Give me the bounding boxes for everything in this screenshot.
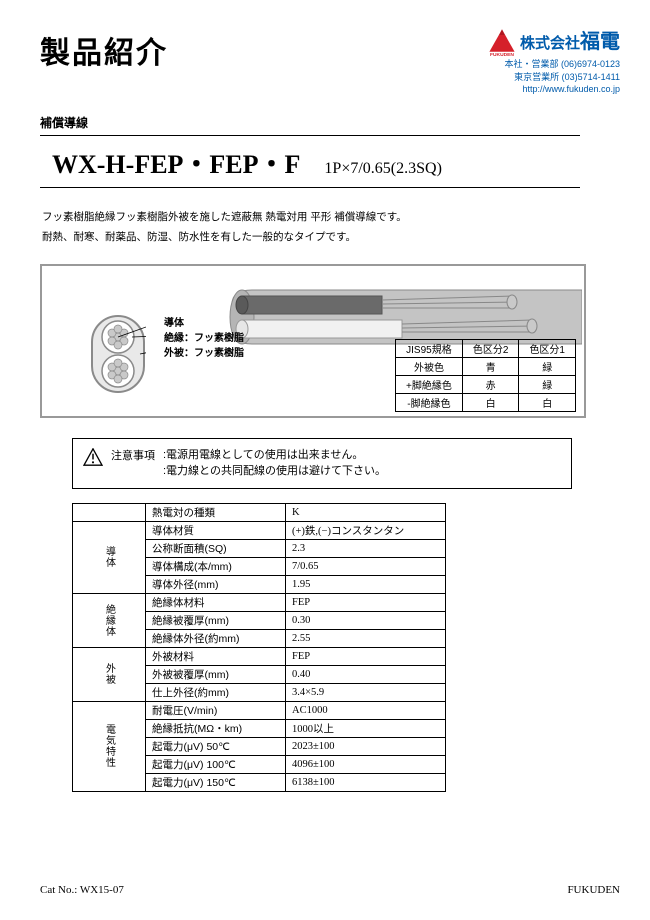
color-header: 色区分1 [519, 339, 576, 357]
spec-label: 絶縁被覆厚(mm) [146, 611, 286, 629]
description-line: フッ素樹脂絶縁フッ素樹脂外被を施した遮蔽無 熱電対用 平形 補償導線です。 [42, 208, 618, 228]
spec-value: 2.55 [286, 629, 446, 647]
spec-label: 絶縁体外径(約mm) [146, 629, 286, 647]
product-row: WX-H-FEP・FEP・F 1P×7/0.65(2.3SQ) [40, 142, 580, 188]
cable-cross-icon [90, 314, 146, 394]
product-spec: 1P×7/0.65(2.3SQ) [324, 160, 441, 178]
caution-box: 注意事項 :電源用電線としての使用は出来ません。 :電力線との共同配線の使用は避… [72, 438, 572, 489]
spec-value: 1.95 [286, 575, 446, 593]
spec-value: 6138±100 [286, 773, 446, 791]
spec-value: 4096±100 [286, 755, 446, 773]
spec-label: 外被被覆厚(mm) [146, 665, 286, 683]
contact-line: 東京営業所 (03)5714-1411 [488, 71, 620, 84]
description-line: 耐熱、耐寒、耐薬品、防湿、防水性を有した一般的なタイプです。 [42, 228, 618, 248]
diagram-label: 絶縁：フッ素樹脂 [164, 331, 244, 346]
spec-value: FEP [286, 647, 446, 665]
spec-label: 導体外径(mm) [146, 575, 286, 593]
spec-label: 導体構成(本/mm) [146, 557, 286, 575]
caution-label: 注意事項 [111, 447, 155, 463]
spec-value: 0.40 [286, 665, 446, 683]
company-name: 株式会社福電 [520, 28, 620, 56]
spec-group: 電気特性 [73, 701, 146, 791]
spec-label: 熱電対の種類 [146, 503, 286, 521]
table-row: 熱電対の種類K [73, 503, 446, 521]
logo-row: FUKUDEN 株式会社福電 [488, 28, 620, 56]
spec-value: FEP [286, 593, 446, 611]
spec-label: 絶縁体材料 [146, 593, 286, 611]
footer-brand: FUKUDEN [567, 884, 620, 896]
diagram-label: 外被：フッ素樹脂 [164, 346, 244, 361]
spec-value: AC1000 [286, 701, 446, 719]
table-row: +脚絶縁色赤緑 [396, 375, 576, 393]
spec-label: 導体材質 [146, 521, 286, 539]
spec-label: 絶縁抵抗(MΩ・km) [146, 719, 286, 737]
contact-line: 本社・営業部 (06)6974-0123 [488, 58, 620, 71]
table-row: 外被外被材料FEP [73, 647, 446, 665]
table-row: 導体導体材質(+)鉄,(−)コンスタンタン [73, 521, 446, 539]
spec-label: 起電力(μV) 150℃ [146, 773, 286, 791]
product-name: WX-H-FEP・FEP・F [52, 144, 300, 181]
spec-value: (+)鉄,(−)コンスタンタン [286, 521, 446, 539]
spec-label: 耐電圧(V/min) [146, 701, 286, 719]
spec-value: 3.4×5.9 [286, 683, 446, 701]
spec-value: 1000以上 [286, 719, 446, 737]
table-row: 外被色青緑 [396, 357, 576, 375]
title-block: 製品紹介 [40, 28, 488, 72]
cable-diagram: 導体 絶縁：フッ素樹脂 外被：フッ素樹脂 JIS95規格 色区分2 色区分1 外… [40, 264, 586, 418]
spec-table: 熱電対の種類K導体導体材質(+)鉄,(−)コンスタンタン公称断面積(SQ)2.3… [72, 503, 446, 792]
spec-value: 2.3 [286, 539, 446, 557]
fukuden-logo-icon: FUKUDEN [488, 28, 516, 56]
contact-url: http://www.fukuden.co.jp [488, 83, 620, 96]
color-header: JIS95規格 [396, 339, 463, 357]
spec-group [73, 503, 146, 521]
contact-info: 本社・営業部 (06)6974-0123 東京営業所 (03)5714-1411… [488, 58, 620, 96]
spec-group: 絶縁体 [73, 593, 146, 647]
spec-value: 2023±100 [286, 737, 446, 755]
spec-value: K [286, 503, 446, 521]
description: フッ素樹脂絶縁フッ素樹脂外被を施した遮蔽無 熱電対用 平形 補償導線です。 耐熱… [42, 208, 618, 248]
spec-label: 外被材料 [146, 647, 286, 665]
subheading: 補償導線 [40, 114, 580, 136]
spec-label: 仕上外径(約mm) [146, 683, 286, 701]
page-title: 製品紹介 [40, 28, 488, 72]
caution-text: :電源用電線としての使用は出来ません。 :電力線との共同配線の使用は避けて下さい… [163, 447, 386, 480]
cat-number: Cat No.: WX15-07 [40, 884, 124, 896]
spec-group: 外被 [73, 647, 146, 701]
spec-value: 7/0.65 [286, 557, 446, 575]
company-big: 福電 [580, 31, 620, 53]
warning-icon [83, 448, 103, 466]
table-row: 絶縁体絶縁体材料FEP [73, 593, 446, 611]
spec-group: 導体 [73, 521, 146, 593]
color-header: 色区分2 [462, 339, 519, 357]
diagram-label: 導体 [164, 316, 184, 331]
table-row: JIS95規格 色区分2 色区分1 [396, 339, 576, 357]
color-table: JIS95規格 色区分2 色区分1 外被色青緑 +脚絶縁色赤緑 -脚絶縁色白白 [395, 339, 576, 412]
header: 製品紹介 FUKUDEN 株式会社福電 本社・営業部 (06)6974-0123… [40, 28, 620, 96]
spec-label: 公称断面積(SQ) [146, 539, 286, 557]
caution-line: :電力線との共同配線の使用は避けて下さい。 [163, 463, 386, 480]
table-row: -脚絶縁色白白 [396, 393, 576, 411]
table-row: 電気特性耐電圧(V/min)AC1000 [73, 701, 446, 719]
spec-label: 起電力(μV) 50℃ [146, 737, 286, 755]
spec-label: 起電力(μV) 100℃ [146, 755, 286, 773]
logo-block: FUKUDEN 株式会社福電 本社・営業部 (06)6974-0123 東京営業… [488, 28, 620, 96]
spec-value: 0.30 [286, 611, 446, 629]
svg-text:FUKUDEN: FUKUDEN [490, 52, 514, 56]
caution-line: :電源用電線としての使用は出来ません。 [163, 447, 386, 464]
company-small: 株式会社 [520, 35, 580, 52]
footer: Cat No.: WX15-07 FUKUDEN [40, 884, 620, 896]
